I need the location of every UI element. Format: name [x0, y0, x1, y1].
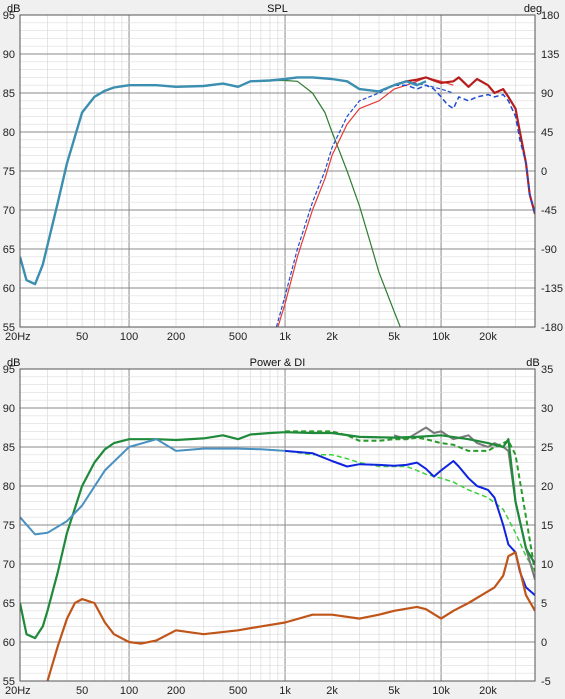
series-line-4 — [394, 84, 535, 215]
y-tick-label: 85 — [3, 442, 15, 454]
x-tick-label: 200 — [167, 685, 185, 697]
y2-tick-label: 15 — [541, 520, 553, 532]
plot-frame — [19, 368, 536, 682]
x-tick-label: 50 — [76, 685, 88, 697]
x-tick-label: 50 — [76, 331, 88, 343]
y2-tick-label: 45 — [541, 127, 553, 139]
y-tick-label: 65 — [3, 244, 15, 256]
y2-tick-label: -45 — [541, 205, 557, 217]
x-tick-label: 1k — [279, 685, 291, 697]
x-tick-label: 10k — [432, 331, 450, 343]
series-line-5 — [20, 76, 427, 286]
y-tick-label: 90 — [3, 403, 15, 415]
x-tick-label: 2k — [326, 331, 338, 343]
y2-tick-label: 35 — [541, 364, 553, 376]
x-tick-label: 20k — [479, 685, 497, 697]
y-axis-label: dB — [7, 357, 20, 369]
y2-tick-label: 25 — [541, 442, 553, 454]
y2-tick-label: -135 — [541, 283, 563, 295]
y2-axis-label: deg — [524, 3, 542, 15]
x-tick-label: 20k — [479, 331, 497, 343]
grid — [20, 15, 535, 327]
series-line-3 — [393, 76, 535, 215]
y2-axis-label: dB — [526, 357, 539, 369]
y2-tick-label: 135 — [541, 49, 559, 61]
y2-tick-label: 10 — [541, 559, 553, 571]
x-tick-label: 200 — [167, 331, 185, 343]
x-tick-label: 5k — [388, 685, 400, 697]
y2-tick-label: 5 — [541, 598, 547, 610]
series-group — [20, 426, 535, 681]
y-tick-label: 55 — [3, 676, 15, 688]
y-tick-label: 80 — [3, 127, 15, 139]
x-tick-label: 5k — [388, 331, 400, 343]
series-line-3 — [20, 431, 535, 640]
y2-tick-label: 90 — [541, 88, 553, 100]
series-line-5 — [20, 438, 286, 536]
series-group — [20, 76, 535, 327]
y2-tick-label: 180 — [541, 10, 559, 22]
x-tick-label: 100 — [120, 685, 138, 697]
chart-title: Power & DI — [250, 357, 306, 369]
y-tick-label: 90 — [3, 49, 15, 61]
x-tick-label: 500 — [229, 685, 247, 697]
y2-tick-label: -5 — [541, 676, 551, 688]
series-line-2 — [275, 80, 454, 327]
y-tick-label: 60 — [3, 637, 15, 649]
series-line-6 — [46, 551, 535, 681]
y2-tick-label: 0 — [541, 637, 547, 649]
x-tick-label: 100 — [120, 331, 138, 343]
y2-tick-label: 30 — [541, 403, 553, 415]
spl-chart: 55 60 65 70 75 80 85 90 95 -180 -135 -90 -45 0 45 90 135… — [3, 3, 563, 343]
y-axis-label: dB — [7, 3, 20, 15]
y-tick-label: 95 — [3, 10, 15, 22]
y-tick-label: 55 — [3, 322, 15, 334]
y2-tick-label: -90 — [541, 244, 557, 256]
x-tick-label: 10k — [432, 685, 450, 697]
x-tick-label: 2k — [326, 685, 338, 697]
x-tick-label: 20Hz — [5, 685, 31, 697]
y-tick-label: 85 — [3, 88, 15, 100]
y-tick-label: 95 — [3, 364, 15, 376]
grid — [20, 369, 535, 681]
y2-tick-label: 20 — [541, 481, 553, 493]
y2-tick-label: -180 — [541, 322, 563, 334]
series-line-4 — [285, 449, 535, 596]
x-tick-label: 500 — [229, 331, 247, 343]
y-tick-label: 70 — [3, 559, 15, 571]
y-tick-label: 70 — [3, 205, 15, 217]
y-tick-label: 75 — [3, 520, 15, 532]
power-di-chart: 55 60 65 70 75 80 85 90 95 -5 0 5 10 15 20 25 30 35 20Hz 50… — [3, 357, 554, 697]
x-tick-label: 1k — [279, 331, 291, 343]
y-tick-label: 80 — [3, 481, 15, 493]
y-tick-label: 75 — [3, 166, 15, 178]
chart-title: SPL — [267, 3, 288, 15]
y-tick-label: 60 — [3, 283, 15, 295]
plot-frame — [19, 14, 536, 328]
y-tick-label: 65 — [3, 598, 15, 610]
y2-tick-label: 0 — [541, 166, 547, 178]
x-tick-label: 20Hz — [5, 331, 31, 343]
